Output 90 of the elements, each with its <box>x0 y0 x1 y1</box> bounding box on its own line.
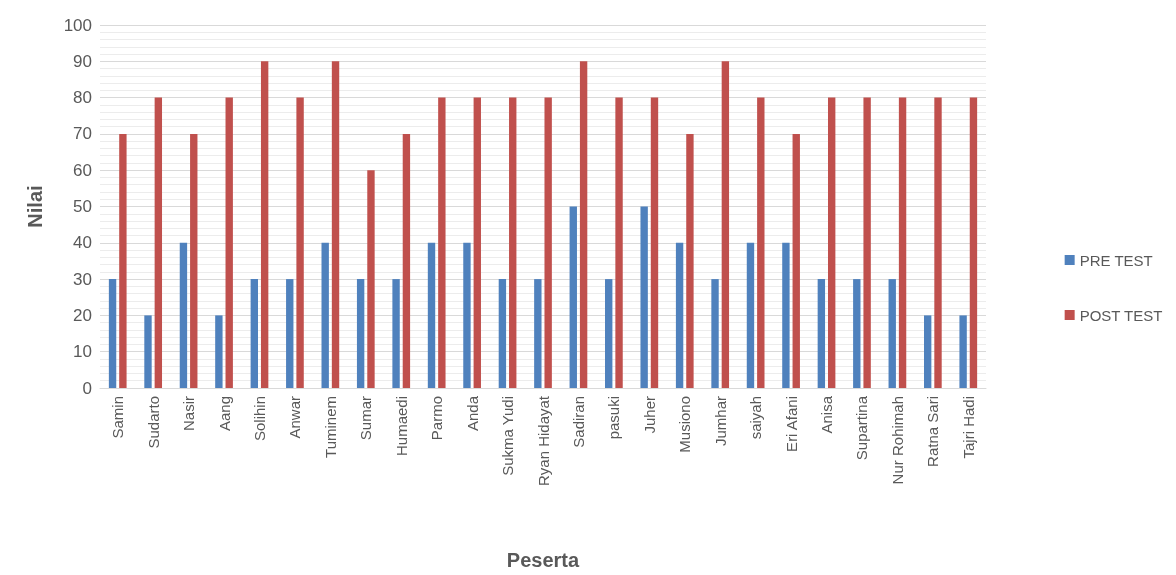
x-tick-label: Sumar <box>357 396 375 441</box>
bar <box>286 279 294 388</box>
bar <box>331 61 340 388</box>
bar <box>923 315 932 388</box>
bar <box>144 315 152 388</box>
bar <box>498 279 507 388</box>
bar <box>650 97 659 388</box>
bar <box>108 279 117 388</box>
bar <box>969 97 978 388</box>
y-axis-title: Nilai <box>24 185 46 228</box>
bar <box>579 61 588 388</box>
bar <box>119 133 127 388</box>
x-tick-label: Anisa <box>818 395 836 434</box>
bar <box>675 242 684 388</box>
x-tick-label: Tuminem <box>321 396 339 458</box>
x-tick-label: Nur Rohimah <box>888 396 906 485</box>
bar <box>934 97 942 388</box>
bar <box>296 97 304 388</box>
bar <box>746 242 755 388</box>
bar <box>792 133 800 388</box>
bar <box>367 170 375 388</box>
y-tick-label: 30 <box>73 269 92 289</box>
x-tick-label: Supartina <box>853 395 871 461</box>
y-tick-label: 100 <box>63 15 92 35</box>
legend-label: PRE TEST <box>1079 251 1153 269</box>
y-tick-label: 60 <box>73 160 92 180</box>
bar <box>686 133 694 388</box>
bar <box>959 315 967 388</box>
x-tick-label: Sadiran <box>569 396 587 448</box>
bar <box>356 279 365 388</box>
bar <box>190 133 198 388</box>
x-tick-label: Parmo <box>428 396 446 441</box>
bar <box>534 279 542 388</box>
bar <box>817 279 826 388</box>
x-tick-label: Jumhar <box>711 396 729 447</box>
bar <box>427 242 436 388</box>
bar <box>179 242 188 388</box>
y-tick-label: 70 <box>73 124 92 144</box>
x-tick-label: Sukma Yudi <box>499 396 517 476</box>
bar <box>509 97 517 388</box>
x-tick-label: Nasir <box>180 396 198 432</box>
x-tick-label: Eri Afani <box>782 396 800 452</box>
x-tick-label: Juher <box>640 396 658 434</box>
x-tick-label: Ratna Sari <box>924 396 942 467</box>
bar <box>215 315 223 388</box>
bar <box>898 97 907 388</box>
y-tick-label: 90 <box>73 51 92 71</box>
x-tick-label: Samin <box>109 396 127 439</box>
bar <box>757 97 765 388</box>
x-axis-title: Peserta <box>506 549 581 571</box>
x-tick-label: Ryan Hidayat <box>534 395 552 487</box>
legend-label: POST TEST <box>1079 306 1163 324</box>
bar <box>569 206 577 388</box>
bar <box>438 97 446 388</box>
x-tick-label: Anda <box>463 395 481 432</box>
x-tick-label: saiyah <box>747 396 765 440</box>
bar <box>544 97 552 388</box>
bar <box>260 61 269 388</box>
bar <box>392 279 400 388</box>
bar <box>828 97 836 388</box>
x-tick-label: Musiono <box>676 396 694 453</box>
bar <box>782 242 790 388</box>
bar <box>225 97 233 388</box>
y-tick-label: 10 <box>73 342 92 362</box>
bar <box>615 97 623 388</box>
y-tick-label: 40 <box>73 233 92 253</box>
bar <box>402 133 411 388</box>
x-tick-label: Aang <box>215 396 233 432</box>
x-tick-label: pasuki <box>605 396 623 440</box>
bar <box>863 97 871 388</box>
x-tick-label: Sudarto <box>144 396 162 449</box>
y-tick-label: 80 <box>73 88 92 108</box>
bar <box>853 279 861 388</box>
x-tick-label: Tajri Hadi <box>959 396 977 459</box>
bar <box>640 206 648 388</box>
y-tick-label: 50 <box>73 197 92 216</box>
bar <box>321 242 329 388</box>
bar <box>888 279 896 388</box>
bar <box>605 279 613 388</box>
bar <box>250 279 258 388</box>
bar <box>721 61 730 388</box>
y-tick-label: 20 <box>73 305 92 325</box>
x-tick-label: Anwar <box>286 396 304 439</box>
bar <box>154 97 163 388</box>
y-tick-label: 0 <box>82 378 92 398</box>
bar <box>711 279 719 388</box>
x-tick-label: Solihin <box>250 396 268 442</box>
bar <box>473 97 481 388</box>
x-tick-label: Humaedi <box>392 396 410 457</box>
bar <box>463 242 471 388</box>
